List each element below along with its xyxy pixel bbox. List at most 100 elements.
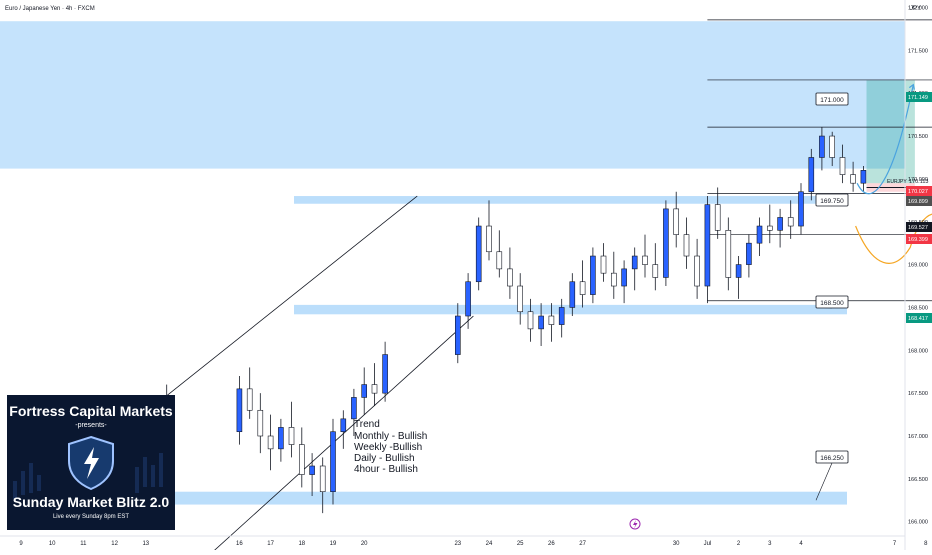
trend-notes: Trend Monthly - Bullish Weekly -Bullish …: [354, 419, 427, 475]
candle-bearish: [829, 131, 836, 167]
time-tick-label: 27: [579, 541, 586, 547]
time-axis[interactable]: 9101112131617181920232425262730Jul234789…: [19, 541, 932, 547]
price-badge: [906, 186, 932, 196]
time-tick-label: 7: [893, 541, 897, 547]
fibonacci-levels[interactable]: -61.80% (171.856)-27.20% (171.155)0.00% …: [707, 18, 932, 305]
candle-bearish: [600, 243, 607, 282]
time-tick-label: 12: [111, 541, 118, 547]
candle-bearish: [507, 247, 513, 299]
price-tick-label: 169.000: [908, 263, 928, 269]
price-tick-label: 170.500: [908, 134, 928, 140]
time-tick-label: 9: [19, 541, 23, 547]
price-badge: [906, 313, 932, 323]
time-tick-label: 3: [768, 541, 772, 547]
candle-bullish: [746, 234, 752, 278]
candle-bearish: [694, 238, 700, 299]
channel-lower-line[interactable]: [208, 315, 474, 555]
candle-bullish: [361, 367, 368, 415]
time-tick-label: 24: [486, 541, 493, 547]
candle-bearish: [298, 427, 305, 488]
candle-bullish: [777, 208, 783, 248]
candle-bullish: [590, 247, 596, 304]
promo-title: Sunday Market Blitz 2.0: [12, 494, 170, 510]
candle-bullish: [798, 183, 804, 235]
candle-bullish: [236, 376, 243, 445]
candle-bullish: [569, 273, 576, 317]
projection-paths: [855, 83, 932, 264]
candle-bearish: [839, 144, 846, 184]
lightning-icon: [633, 520, 638, 529]
demand-zone-2: [294, 304, 847, 315]
time-tick-label: 19: [330, 541, 337, 547]
price-badge-label: 169.527: [908, 225, 928, 231]
candle-bullish: [538, 303, 544, 347]
candle-bearish: [267, 414, 274, 471]
price-badge-label: 168.417: [908, 316, 928, 322]
current-symbol-label: EURJPY: [887, 179, 907, 185]
demand-zone-1: [294, 196, 847, 204]
level-callout[interactable]: 169.750: [815, 193, 849, 207]
level-callouts[interactable]: 171.000 169.750 168.500 166.250: [815, 92, 849, 501]
price-tick-label: 167.000: [908, 434, 928, 440]
candle-bearish: [486, 200, 492, 261]
symbol-title[interactable]: Euro / Japanese Yen · 4h · FXCM: [5, 6, 95, 12]
time-tick-label: 26: [548, 541, 555, 547]
candle-bearish: [548, 303, 555, 342]
current-price-label: 170.113: [909, 179, 928, 185]
time-tick-label: 2: [737, 541, 741, 547]
candle-bullish: [704, 196, 711, 304]
price-tick-label: 166.500: [908, 477, 928, 483]
price-tick-label: 168.500: [908, 305, 928, 311]
promo-card[interactable]: Fortress Capital Markets -presents- Sund…: [7, 395, 175, 530]
candle-bearish: [496, 230, 503, 278]
candle-bullish: [756, 217, 763, 257]
time-tick-label: Jul: [704, 541, 712, 547]
candle-bearish: [517, 273, 524, 325]
promo-brand: Fortress Capital Markets: [9, 403, 173, 419]
promo-presents: -presents-: [75, 422, 107, 429]
candle-bearish: [246, 367, 253, 419]
level-callout-label: 169.750: [820, 198, 844, 205]
trend-line: Daily - Bullish: [354, 453, 415, 464]
price-tick-label: 168.000: [908, 348, 928, 354]
candle-bullish: [860, 166, 867, 192]
level-callout[interactable]: 168.500: [815, 295, 849, 309]
candle-bullish: [382, 341, 388, 402]
time-tick-label: 8: [924, 541, 928, 547]
price-badge: [906, 92, 932, 102]
level-callout-label: 168.500: [820, 300, 844, 307]
price-badge-label: 170.027: [908, 189, 928, 195]
level-callout[interactable]: 166.250: [815, 450, 849, 501]
candle-bearish: [579, 260, 586, 308]
trend-line: Weekly -Bullish: [354, 442, 422, 453]
time-tick-label: 16: [236, 541, 243, 547]
candle-bullish: [621, 260, 627, 304]
candle-bearish: [288, 401, 295, 458]
event-marker[interactable]: [629, 518, 641, 530]
bearish-projection-path: [855, 213, 932, 264]
candle-bearish: [257, 393, 264, 454]
promo-tagline: Live every Sunday 8pm EST: [52, 514, 130, 520]
candle-bearish: [850, 161, 856, 192]
price-badge-label: 171.149: [908, 95, 928, 101]
candle-bearish: [319, 457, 326, 514]
candle-bullish: [663, 200, 669, 287]
candle-bullish: [735, 256, 742, 299]
trend-line: Monthly - Bullish: [354, 431, 427, 442]
header: Euro / Japanese Yen · 4h · FXCM: [5, 6, 95, 12]
price-tick-label: 171.500: [908, 48, 928, 54]
price-tick-label: 166.000: [908, 520, 928, 526]
level-callout[interactable]: 171.000: [815, 92, 849, 106]
candle-bearish: [725, 217, 732, 291]
time-tick-label: 17: [267, 541, 274, 547]
bullish-arrowhead: [908, 83, 915, 90]
candle-bullish: [278, 418, 284, 462]
price-badge-label: 169.399: [908, 237, 928, 243]
price-tick-label: 167.500: [908, 391, 928, 397]
time-tick-label: 10: [49, 541, 56, 547]
candle-bearish: [683, 217, 690, 269]
candle-bullish: [330, 418, 336, 505]
price-tick-label: 172.000: [908, 6, 928, 12]
price-tick-label: 170.000: [908, 177, 928, 183]
